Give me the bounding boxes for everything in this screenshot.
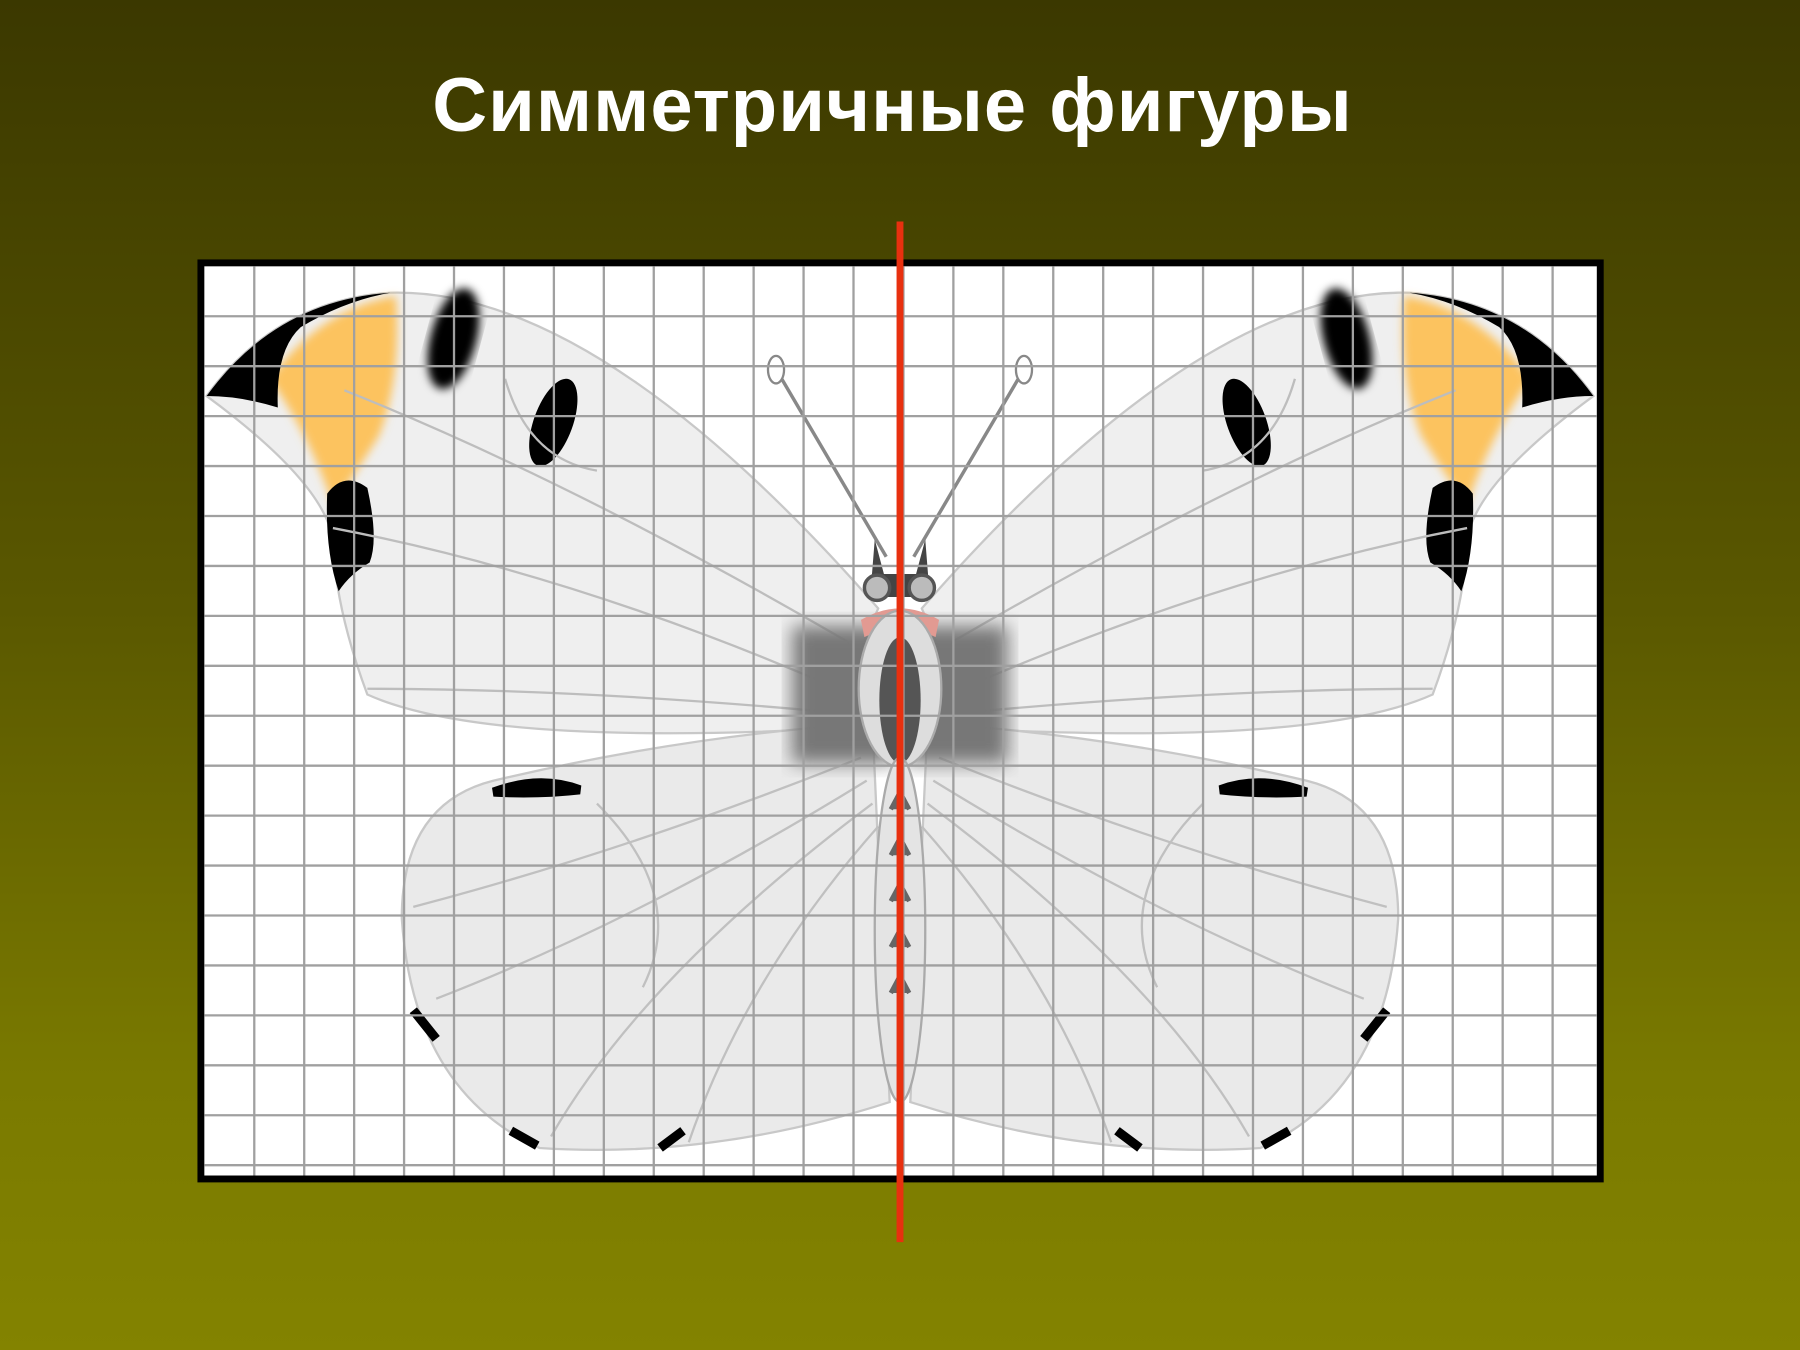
grid-lines (204, 266, 1597, 1176)
slide-title: Симметричные фигуры (432, 63, 1353, 148)
